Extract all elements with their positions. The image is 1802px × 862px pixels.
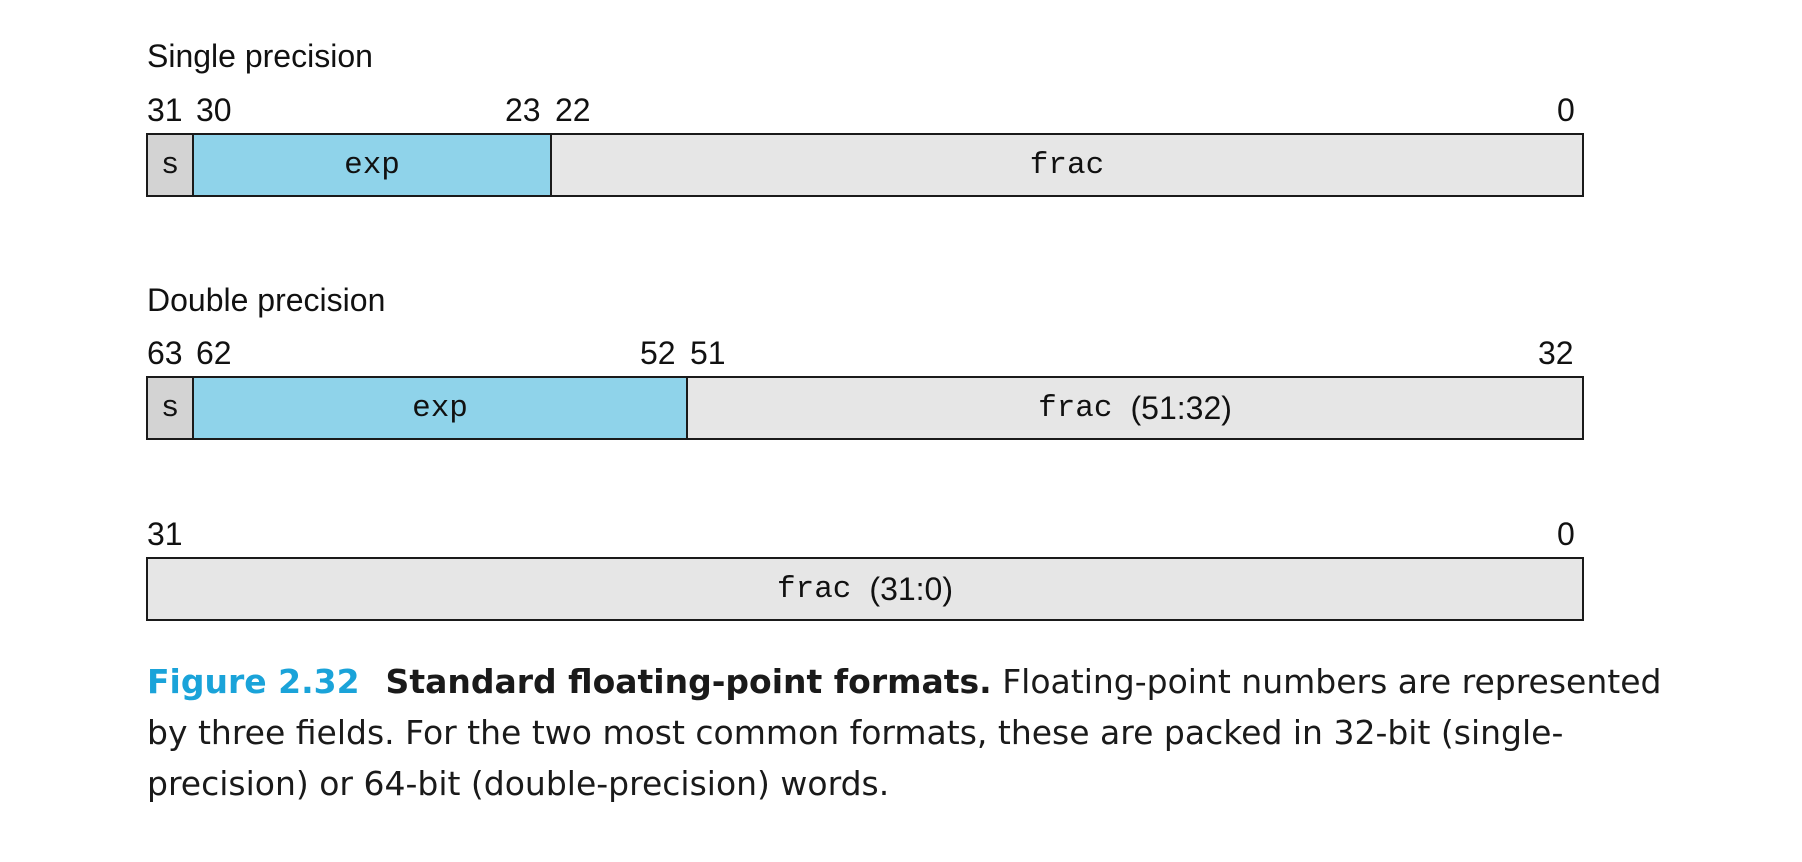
fraction-range-label: (51:32) bbox=[1130, 389, 1232, 426]
sign-field: s bbox=[148, 378, 192, 438]
figure-caption: Figure 2.32 Standard floating-point forma… bbox=[147, 656, 1707, 809]
fraction-field-low: frac (31:0) bbox=[148, 559, 1582, 619]
fraction-label: frac bbox=[776, 571, 852, 607]
bit-label-31: 31 bbox=[147, 92, 183, 128]
double-precision-bar-high: s exp frac (51:32) bbox=[146, 376, 1584, 440]
bit-label-51: 51 bbox=[690, 335, 726, 371]
bit-label-0: 0 bbox=[1557, 92, 1575, 128]
fraction-label: frac bbox=[1038, 390, 1113, 426]
bit-label-62: 62 bbox=[196, 335, 232, 371]
bit-label-22: 22 bbox=[555, 92, 591, 128]
double-precision-title: Double precision bbox=[147, 282, 386, 318]
single-precision-title: Single precision bbox=[147, 38, 373, 74]
bit-label-30: 30 bbox=[196, 92, 232, 128]
bit-label-32: 32 bbox=[1538, 335, 1574, 371]
bit-label-52: 52 bbox=[640, 335, 676, 371]
exponent-field: exp bbox=[192, 135, 550, 195]
exponent-field: exp bbox=[192, 378, 686, 438]
bit-label-23: 23 bbox=[505, 92, 541, 128]
bit-label-0-low: 0 bbox=[1557, 516, 1575, 552]
bit-label-31-low: 31 bbox=[147, 516, 183, 552]
sign-field: s bbox=[148, 135, 192, 195]
figure-number: Figure 2.32 bbox=[147, 662, 360, 701]
fraction-field-high: frac (51:32) bbox=[686, 378, 1582, 438]
fraction-field: frac bbox=[550, 135, 1582, 195]
figure-description: Floating-point numbers are represented b… bbox=[147, 662, 1662, 803]
figure-title: Standard floating-point formats. bbox=[385, 662, 992, 701]
single-precision-bar: s exp frac bbox=[146, 133, 1584, 197]
double-precision-bar-low: frac (31:0) bbox=[146, 557, 1584, 621]
fraction-range-label: (31:0) bbox=[869, 570, 953, 607]
bit-label-63: 63 bbox=[147, 335, 183, 371]
